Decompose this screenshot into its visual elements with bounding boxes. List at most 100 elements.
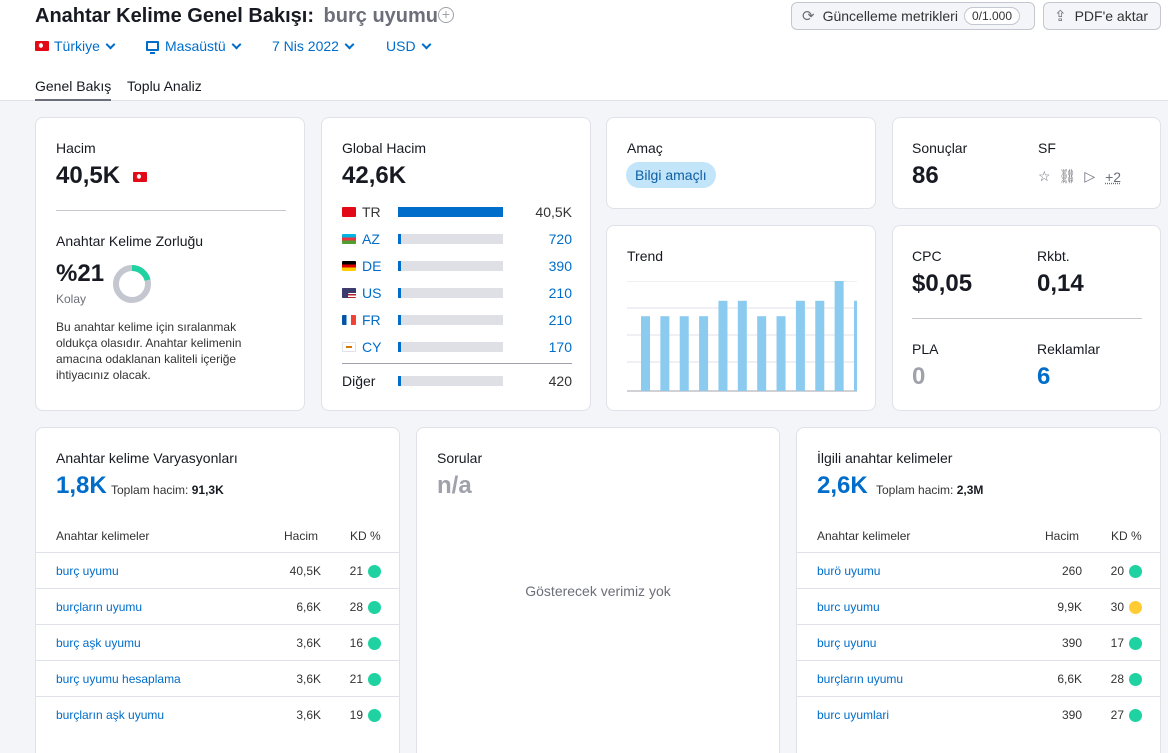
- keyword-volume: 390: [1032, 636, 1082, 650]
- total-value: 2,3M: [957, 483, 984, 497]
- kd-note: Bu anahtar kelime için sıralanmak oldukç…: [56, 319, 256, 383]
- refresh-icon: ⟳: [802, 7, 815, 25]
- country-bar-fill: [398, 288, 401, 298]
- country-bar: [398, 315, 503, 325]
- fr-flag-icon: [342, 315, 356, 325]
- trend-bar: [854, 301, 857, 391]
- kd-indicator-icon: [368, 709, 381, 722]
- sf-more-link[interactable]: +2: [1105, 169, 1121, 185]
- export-pdf-button[interactable]: ⇪ PDF'e aktar: [1043, 2, 1161, 30]
- update-metrics-button[interactable]: ⟳ Güncelleme metrikleri 0/1.000: [791, 2, 1035, 30]
- update-metrics-label: Güncelleme metrikleri: [823, 8, 958, 24]
- country-code-text: TR: [362, 204, 381, 220]
- title-text: Anahtar Kelime Genel Bakışı:: [35, 5, 314, 27]
- intent-badge[interactable]: Bilgi amaçlı: [626, 162, 716, 188]
- play-icon: ▷: [1084, 168, 1095, 185]
- country-code: TR: [342, 204, 381, 220]
- country-bar: [398, 261, 503, 271]
- table-row: burç uyumu hesaplama 3,6K 21: [36, 660, 399, 696]
- ads-value[interactable]: 6: [1037, 363, 1050, 391]
- tab-overview[interactable]: Genel Bakış: [35, 78, 111, 101]
- chevron-down-icon: [105, 39, 115, 49]
- col-volume: Hacim: [1045, 529, 1079, 543]
- keyword-volume: 3,6K: [271, 708, 321, 722]
- add-to-list-icon[interactable]: +: [438, 7, 454, 23]
- table-row: burç uyunu 390 17: [797, 624, 1160, 660]
- variations-title[interactable]: Anahtar kelime Varyasyonları: [56, 450, 238, 466]
- keyword-kd: 17: [1100, 636, 1124, 650]
- country-row-cy: CY 170: [342, 339, 572, 355]
- tab-bulk-analysis[interactable]: Toplu Analiz: [127, 78, 202, 94]
- device-select[interactable]: Masaüstü: [146, 38, 240, 54]
- keyword-link[interactable]: burçların uyumu: [817, 672, 903, 686]
- keyword-link[interactable]: burc uyumlari: [817, 708, 889, 722]
- keyword-link[interactable]: burö uyumu: [817, 564, 880, 578]
- keyword-link[interactable]: burç aşk uyumu: [56, 636, 141, 650]
- country-row-de: DE 390: [342, 258, 572, 274]
- kd-indicator-icon: [1129, 601, 1142, 614]
- country-code[interactable]: CY: [342, 339, 381, 355]
- device-label: Masaüstü: [165, 38, 226, 54]
- keyword-kd: 28: [339, 600, 363, 614]
- country-code[interactable]: US: [342, 285, 381, 301]
- keyword-link[interactable]: burç uyumu hesaplama: [56, 672, 181, 686]
- kd-indicator-icon: [368, 565, 381, 578]
- results-value: 86: [912, 162, 939, 190]
- country-row-tr: TR 40,5K: [342, 204, 572, 220]
- kd-donut-chart: [111, 263, 153, 305]
- trend-chart: [627, 281, 857, 393]
- keyword-link[interactable]: burç uyumu: [56, 564, 119, 578]
- table-row: burçların aşk uyumu 3,6K 19: [36, 696, 399, 732]
- divider: [912, 318, 1142, 319]
- keyword-link[interactable]: burç uyunu: [817, 636, 876, 650]
- country-volume[interactable]: 170: [549, 339, 572, 355]
- keyword-link[interactable]: burc uyumu: [817, 600, 880, 614]
- keyword-kd: 21: [339, 672, 363, 686]
- other-bar-fill: [398, 376, 401, 386]
- country-select[interactable]: Türkiye: [35, 38, 114, 54]
- country-volume[interactable]: 210: [549, 312, 572, 328]
- keyword-variations-card: Anahtar kelime Varyasyonları 1,8K Toplam…: [35, 427, 400, 753]
- country-volume[interactable]: 210: [549, 285, 572, 301]
- global-volume-value: 42,6K: [342, 162, 406, 190]
- cpc-label: CPC: [912, 248, 942, 264]
- related-count[interactable]: 2,6K: [817, 472, 868, 500]
- de-flag-icon: [342, 261, 356, 271]
- total-value: 91,3K: [192, 483, 224, 497]
- competition-value: 0,14: [1037, 270, 1084, 298]
- currency-select[interactable]: USD: [386, 38, 430, 54]
- update-count-badge: 0/1.000: [964, 7, 1020, 25]
- country-bar-fill: [398, 234, 401, 244]
- country-volume[interactable]: 390: [549, 258, 572, 274]
- country-code-text: AZ: [362, 231, 380, 247]
- col-volume: Hacim: [284, 529, 318, 543]
- empty-state-text: Gösterecek verimiz yok: [417, 583, 779, 599]
- trend-card: Trend: [606, 225, 876, 411]
- table-row: burç aşk uyumu 3,6K 16: [36, 624, 399, 660]
- results-label: Sonuçlar: [912, 140, 967, 156]
- trend-bar: [835, 281, 844, 391]
- volume-number: 40,5K: [56, 162, 120, 189]
- country-code[interactable]: DE: [342, 258, 381, 274]
- country-bar-fill: [398, 315, 401, 325]
- sf-label: SF: [1038, 140, 1056, 156]
- kd-indicator-icon: [1129, 673, 1142, 686]
- country-volume[interactable]: 720: [549, 231, 572, 247]
- keyword-kd: 30: [1100, 600, 1124, 614]
- ads-label: Reklamlar: [1037, 341, 1100, 357]
- keyword-volume: 3,6K: [271, 636, 321, 650]
- date-select[interactable]: 7 Nis 2022: [272, 38, 353, 54]
- related-title[interactable]: İlgili anahtar kelimeler: [817, 450, 952, 466]
- variations-count[interactable]: 1,8K: [56, 472, 107, 500]
- trend-bar: [680, 316, 689, 391]
- volume-label: Hacim: [56, 140, 96, 156]
- date-label: 7 Nis 2022: [272, 38, 339, 54]
- country-row-fr: FR 210: [342, 312, 572, 328]
- table-row: burç uyumu 40,5K 21: [36, 552, 399, 588]
- keyword-link[interactable]: burçların uyumu: [56, 600, 142, 614]
- country-code[interactable]: FR: [342, 312, 381, 328]
- variations-total: Toplam hacim: 91,3K: [111, 483, 224, 497]
- pla-label: PLA: [912, 341, 938, 357]
- keyword-link[interactable]: burçların aşk uyumu: [56, 708, 164, 722]
- country-code[interactable]: AZ: [342, 231, 380, 247]
